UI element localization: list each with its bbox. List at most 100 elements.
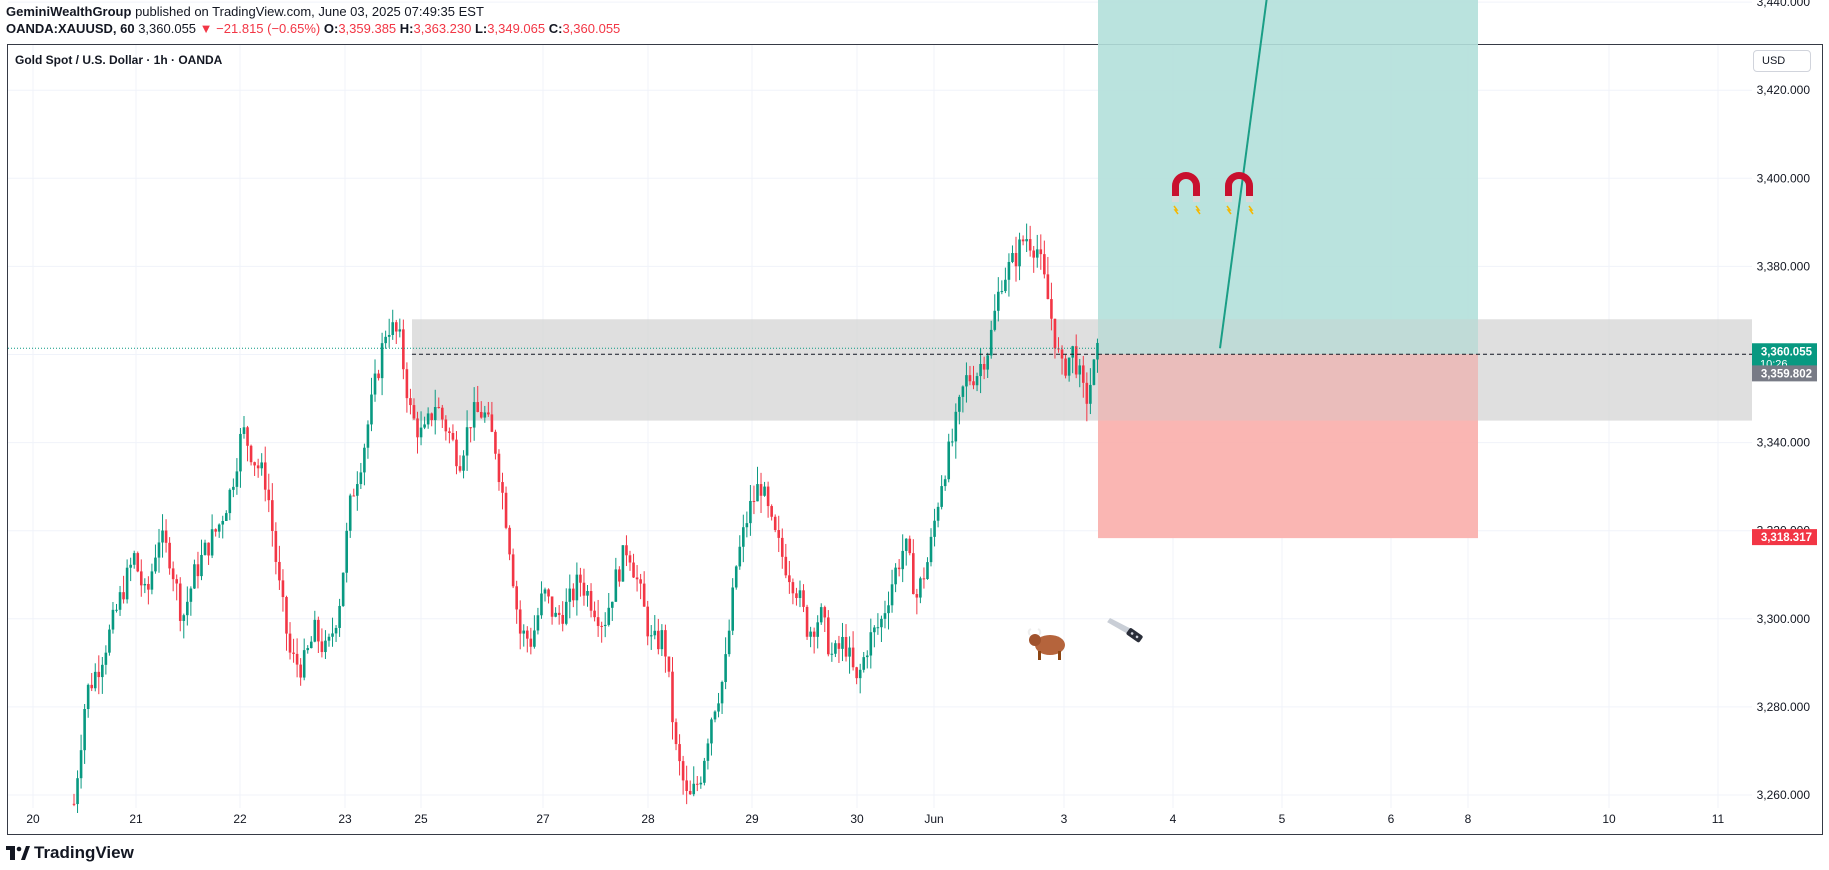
candle — [490, 401, 494, 433]
candle-body — [1004, 279, 1007, 292]
candle-body — [752, 500, 756, 502]
candle-body — [802, 590, 805, 607]
candle-body — [317, 619, 320, 642]
candle-body — [572, 588, 575, 601]
candle — [412, 398, 416, 420]
candle-body — [788, 575, 791, 583]
candle — [844, 624, 848, 662]
candle — [118, 585, 122, 616]
candle — [947, 433, 951, 483]
currency-button[interactable]: USD — [1753, 50, 1811, 72]
candle — [164, 519, 168, 553]
candle-body — [568, 588, 572, 602]
candle-body — [125, 567, 129, 600]
candle — [922, 567, 926, 589]
price-label-text: 3,359.802 — [1761, 368, 1812, 380]
candle-body — [777, 530, 781, 538]
candle — [253, 461, 256, 476]
candle-body — [603, 624, 607, 626]
candle — [614, 557, 618, 602]
candle-body — [274, 531, 278, 562]
candle — [501, 472, 504, 510]
symbol: OANDA:XAUUSD, 60 — [6, 21, 135, 36]
candle-body — [692, 783, 696, 795]
candle — [373, 359, 377, 402]
knife-rivet — [1135, 635, 1139, 639]
candle — [961, 385, 965, 413]
candle — [649, 625, 653, 650]
candle — [586, 584, 589, 607]
last-price: 3,360.055 — [138, 21, 197, 36]
candle-body — [210, 529, 214, 556]
candle-body — [865, 655, 869, 658]
price-label-box — [1752, 365, 1817, 382]
candle-body — [646, 606, 650, 637]
candle — [448, 427, 451, 444]
candle-body — [664, 630, 667, 657]
footer-brand[interactable]: TradingView — [6, 843, 134, 863]
candle — [529, 627, 533, 655]
candle-body — [919, 578, 922, 598]
candle-body — [695, 783, 699, 785]
candle-body — [841, 636, 844, 649]
chart-frame[interactable] — [7, 44, 1823, 835]
candle-body — [993, 310, 997, 330]
candle-body — [965, 375, 968, 387]
candle-body — [773, 516, 777, 531]
candle-body — [529, 638, 533, 647]
candle — [136, 551, 140, 573]
candle-body — [441, 407, 444, 420]
bull-body — [1035, 635, 1065, 655]
candle — [356, 471, 359, 511]
low-value: 3,349.065 — [487, 21, 546, 36]
candle — [1085, 372, 1089, 422]
candle-body — [1060, 349, 1064, 359]
candle-body — [79, 750, 83, 779]
candle — [780, 528, 784, 569]
candle — [1092, 358, 1096, 386]
candle — [320, 628, 324, 658]
candle-body — [837, 643, 841, 649]
knife-blade — [1107, 618, 1130, 634]
candle-body — [997, 291, 1000, 311]
candle-body — [586, 591, 589, 596]
candle-body — [756, 484, 759, 502]
candle-body — [285, 597, 288, 634]
candle — [738, 535, 742, 570]
candle — [511, 548, 515, 589]
candle — [706, 738, 710, 770]
bull-horns — [1027, 628, 1042, 636]
candle — [621, 544, 625, 582]
price-label-text: 3,360.055 — [1761, 346, 1813, 358]
candle-body — [961, 386, 965, 397]
candle — [522, 624, 526, 647]
candle-body — [86, 684, 90, 709]
candle-body — [763, 486, 766, 496]
candle — [536, 607, 540, 635]
candle-body — [1035, 249, 1039, 258]
candle — [391, 309, 395, 340]
candle — [377, 369, 380, 381]
candle-body — [419, 427, 423, 438]
candle-body — [487, 412, 490, 415]
candle-body — [1067, 357, 1071, 376]
candle — [610, 601, 614, 621]
candle — [154, 544, 157, 574]
knife-icon — [1107, 618, 1143, 643]
candle — [731, 578, 734, 636]
candle-body — [582, 582, 586, 596]
candle-body — [224, 513, 228, 521]
candle — [653, 615, 657, 640]
author-name[interactable]: GeminiWealthGroup — [6, 4, 132, 19]
candle-body — [182, 615, 186, 621]
candle-body — [618, 569, 621, 582]
candle — [628, 550, 632, 571]
candle — [993, 294, 997, 332]
candle — [302, 638, 306, 681]
candle — [458, 455, 462, 473]
candle-body — [929, 536, 933, 563]
candle-body — [731, 587, 734, 631]
tradingview-logo-icon — [6, 846, 30, 860]
candle-body — [968, 375, 972, 382]
